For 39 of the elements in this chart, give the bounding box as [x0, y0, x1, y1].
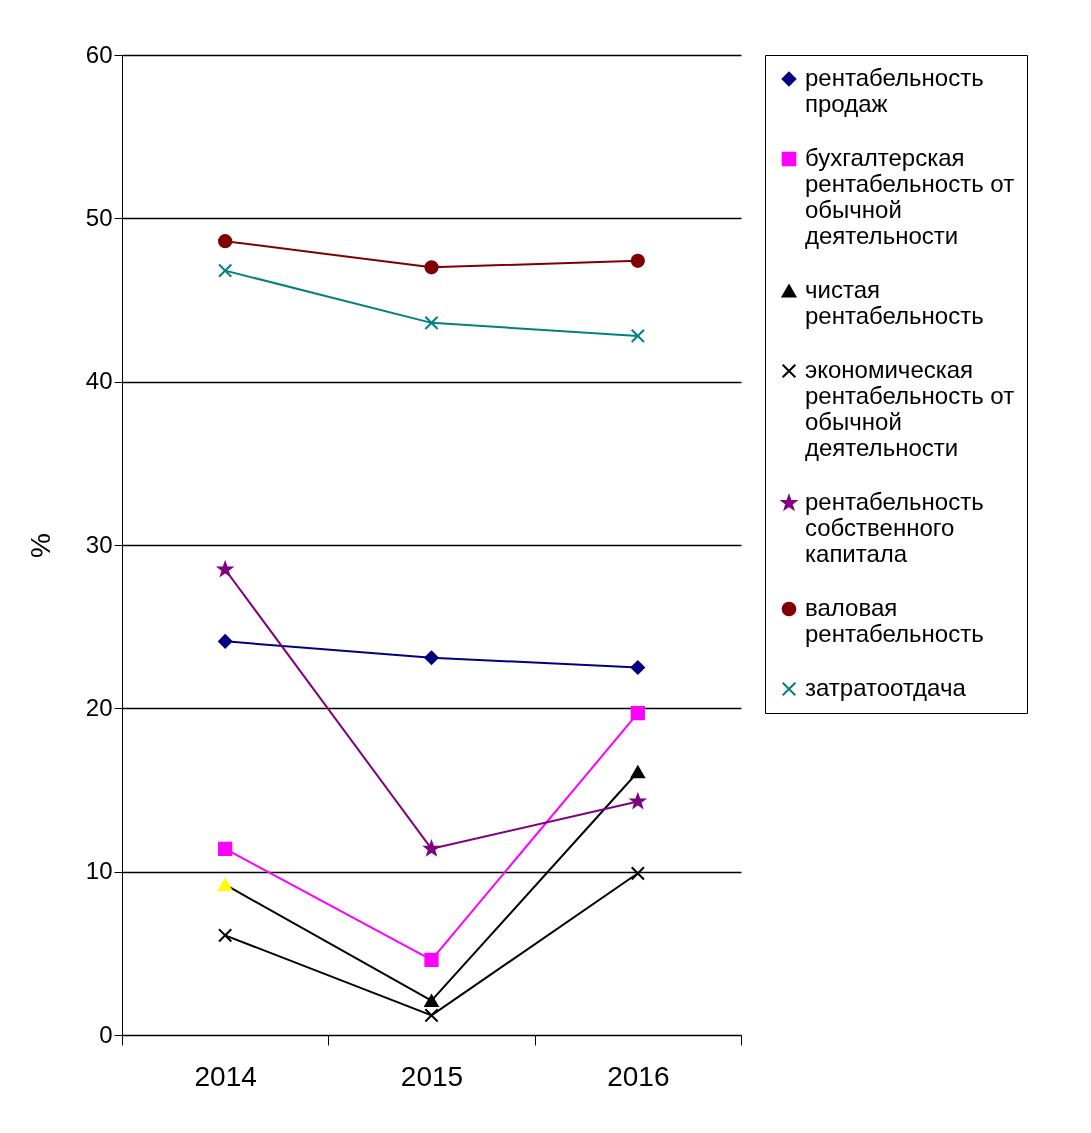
y-tick-label: 0 — [99, 1020, 113, 1048]
legend-label: валовая рентабельность — [805, 594, 984, 647]
x-tick-label: 2014 — [194, 1060, 257, 1092]
legend-label: чистая рентабельность — [805, 276, 984, 329]
point — [424, 260, 439, 275]
y-tick-label: 10 — [85, 857, 113, 885]
point — [424, 841, 439, 856]
x-tick-label: 2015 — [400, 1060, 464, 1092]
point — [218, 263, 233, 278]
point — [424, 994, 439, 1007]
legend-label: затратоотдача — [805, 674, 967, 701]
point — [630, 793, 646, 808]
point — [218, 234, 233, 249]
point — [630, 253, 645, 268]
y-axis-title: % — [24, 533, 56, 558]
point — [630, 706, 645, 721]
point — [218, 928, 233, 943]
point — [424, 315, 439, 330]
point — [630, 660, 645, 675]
point — [630, 765, 645, 779]
y-tick-label: 40 — [85, 367, 113, 395]
y-tick-label: 30 — [85, 530, 113, 558]
point — [218, 634, 233, 649]
legend-label: экономическая рентабельность от обычной деятельности — [805, 356, 1015, 461]
point — [218, 841, 233, 856]
y-tick-label: 20 — [85, 693, 113, 721]
point — [218, 878, 233, 892]
y-tick-label: 50 — [85, 203, 113, 231]
point — [630, 328, 645, 344]
point — [630, 866, 645, 881]
point — [424, 650, 439, 665]
legend-label: бухгалтерская рентабельность от обычной деятельности — [805, 144, 1015, 249]
point — [424, 1008, 439, 1023]
x-tick-label: 2016 — [607, 1060, 670, 1092]
legend-label: рентабельность собственного капитала — [805, 488, 984, 567]
point — [424, 952, 439, 967]
legend-label: рентабельность продаж — [805, 64, 984, 117]
point — [217, 561, 233, 577]
y-tick-label: 60 — [85, 40, 113, 68]
